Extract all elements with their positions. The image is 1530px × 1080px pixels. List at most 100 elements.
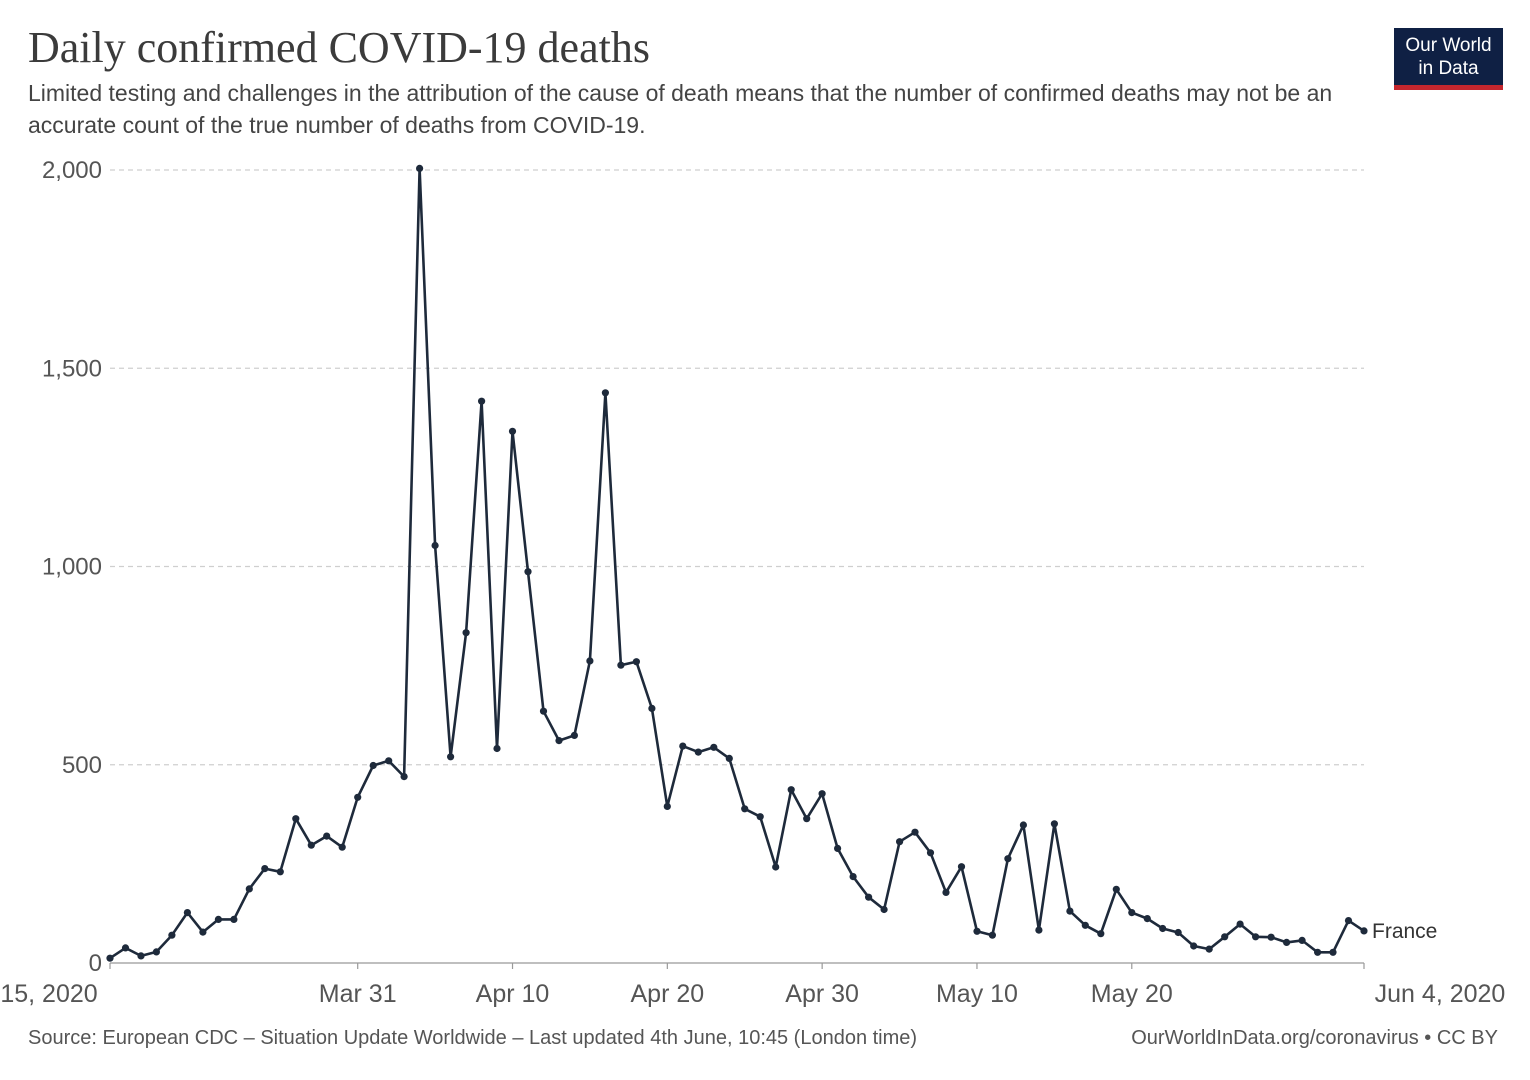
data-point <box>1159 924 1167 933</box>
data-point <box>648 704 656 713</box>
data-point <box>694 748 702 756</box>
logo-accent-bar <box>1394 85 1503 90</box>
data-point <box>1298 936 1306 945</box>
data-point <box>478 397 486 405</box>
data-point <box>926 849 935 857</box>
data-point <box>957 863 966 871</box>
data-point <box>338 843 346 851</box>
data-point <box>276 868 284 876</box>
data-point <box>617 661 625 669</box>
data-point <box>725 754 733 763</box>
data-point <box>1066 907 1074 915</box>
data-point <box>1081 921 1089 929</box>
data-point <box>354 793 362 801</box>
data-point <box>1329 948 1337 956</box>
data-point <box>307 841 315 849</box>
data-point <box>493 744 501 753</box>
data-point <box>1143 915 1151 923</box>
credit-link[interactable]: OurWorldInData.org/coronavirus • CC BY <box>1131 1027 1498 1049</box>
data-point <box>880 905 888 914</box>
data-point <box>1174 928 1182 937</box>
data-point <box>447 753 455 761</box>
logo-text-line2: in Data <box>1418 58 1479 79</box>
data-point <box>168 931 176 939</box>
data-point <box>849 873 857 881</box>
owid-logo[interactable]: Our World in Data <box>1394 28 1503 90</box>
data-point <box>1035 926 1043 934</box>
data-point <box>137 952 145 960</box>
data-point <box>756 813 764 821</box>
data-point <box>106 954 114 962</box>
data-point <box>911 828 919 836</box>
x-tick-label: Apr 20 <box>630 980 704 1008</box>
data-point <box>1205 945 1213 953</box>
data-point <box>183 909 191 917</box>
data-point <box>663 802 671 811</box>
data-point <box>292 815 300 823</box>
data-point <box>741 805 749 813</box>
x-tick-label: Mar 15, 2020 <box>0 980 98 1008</box>
data-point <box>586 657 594 665</box>
logo-text-line1: Our World <box>1405 35 1492 56</box>
x-tick-label: Mar 31 <box>319 980 397 1008</box>
data-point <box>431 541 439 550</box>
chart-subtitle: Limited testing and challenges in the at… <box>28 80 1333 138</box>
data-point <box>508 427 517 435</box>
data-point <box>369 761 377 770</box>
data-point <box>710 743 718 751</box>
data-point <box>632 658 641 666</box>
data-point <box>214 915 222 924</box>
y-tick-label: 1,500 <box>42 355 102 382</box>
data-point <box>121 944 130 952</box>
x-tick-label: Apr 10 <box>476 980 550 1008</box>
y-tick-label: 500 <box>62 752 102 779</box>
data-point <box>834 844 842 853</box>
data-point <box>818 790 826 798</box>
x-tick-label: May 20 <box>1091 980 1173 1008</box>
chart-title: Daily confirmed COVID-19 deaths <box>28 23 650 72</box>
data-point <box>1252 933 1260 941</box>
data-point <box>787 786 795 794</box>
data-point <box>1221 933 1229 941</box>
data-point <box>199 928 207 936</box>
data-point <box>1360 927 1368 935</box>
data-point <box>230 915 238 924</box>
data-point <box>865 893 873 901</box>
data-point <box>942 888 950 897</box>
data-point <box>385 757 393 765</box>
data-point <box>524 568 532 576</box>
y-tick-label: 2,000 <box>42 157 102 184</box>
data-point <box>1097 930 1105 938</box>
data-point <box>1344 917 1353 925</box>
source-note[interactable]: Source: European CDC – Situation Update … <box>28 1027 918 1049</box>
x-tick-label: Apr 30 <box>785 980 859 1008</box>
x-tick-label: May 10 <box>936 980 1018 1008</box>
data-point <box>803 815 811 823</box>
data-point <box>323 832 331 840</box>
data-point <box>555 737 563 745</box>
data-point <box>539 707 548 715</box>
y-tick-label: 1,000 <box>42 554 102 581</box>
data-point <box>988 931 997 939</box>
data-point <box>1283 938 1291 947</box>
series-line-france <box>109 167 1365 960</box>
series-label: France <box>1372 920 1437 943</box>
data-point <box>152 948 160 956</box>
data-point <box>400 773 408 781</box>
data-point <box>462 629 470 637</box>
data-point <box>1190 942 1198 950</box>
data-point <box>245 885 253 893</box>
data-point <box>1314 948 1322 956</box>
data-point <box>1267 933 1275 941</box>
y-tick-label: 0 <box>89 950 102 977</box>
data-point <box>1128 909 1136 917</box>
data-point <box>896 838 904 846</box>
data-point <box>679 742 687 750</box>
data-point <box>261 865 269 873</box>
x-tick-label: Jun 4, 2020 <box>1375 980 1506 1008</box>
data-point <box>1236 920 1244 928</box>
data-point <box>416 164 424 172</box>
data-point <box>1019 821 1027 829</box>
data-point <box>1112 885 1120 893</box>
